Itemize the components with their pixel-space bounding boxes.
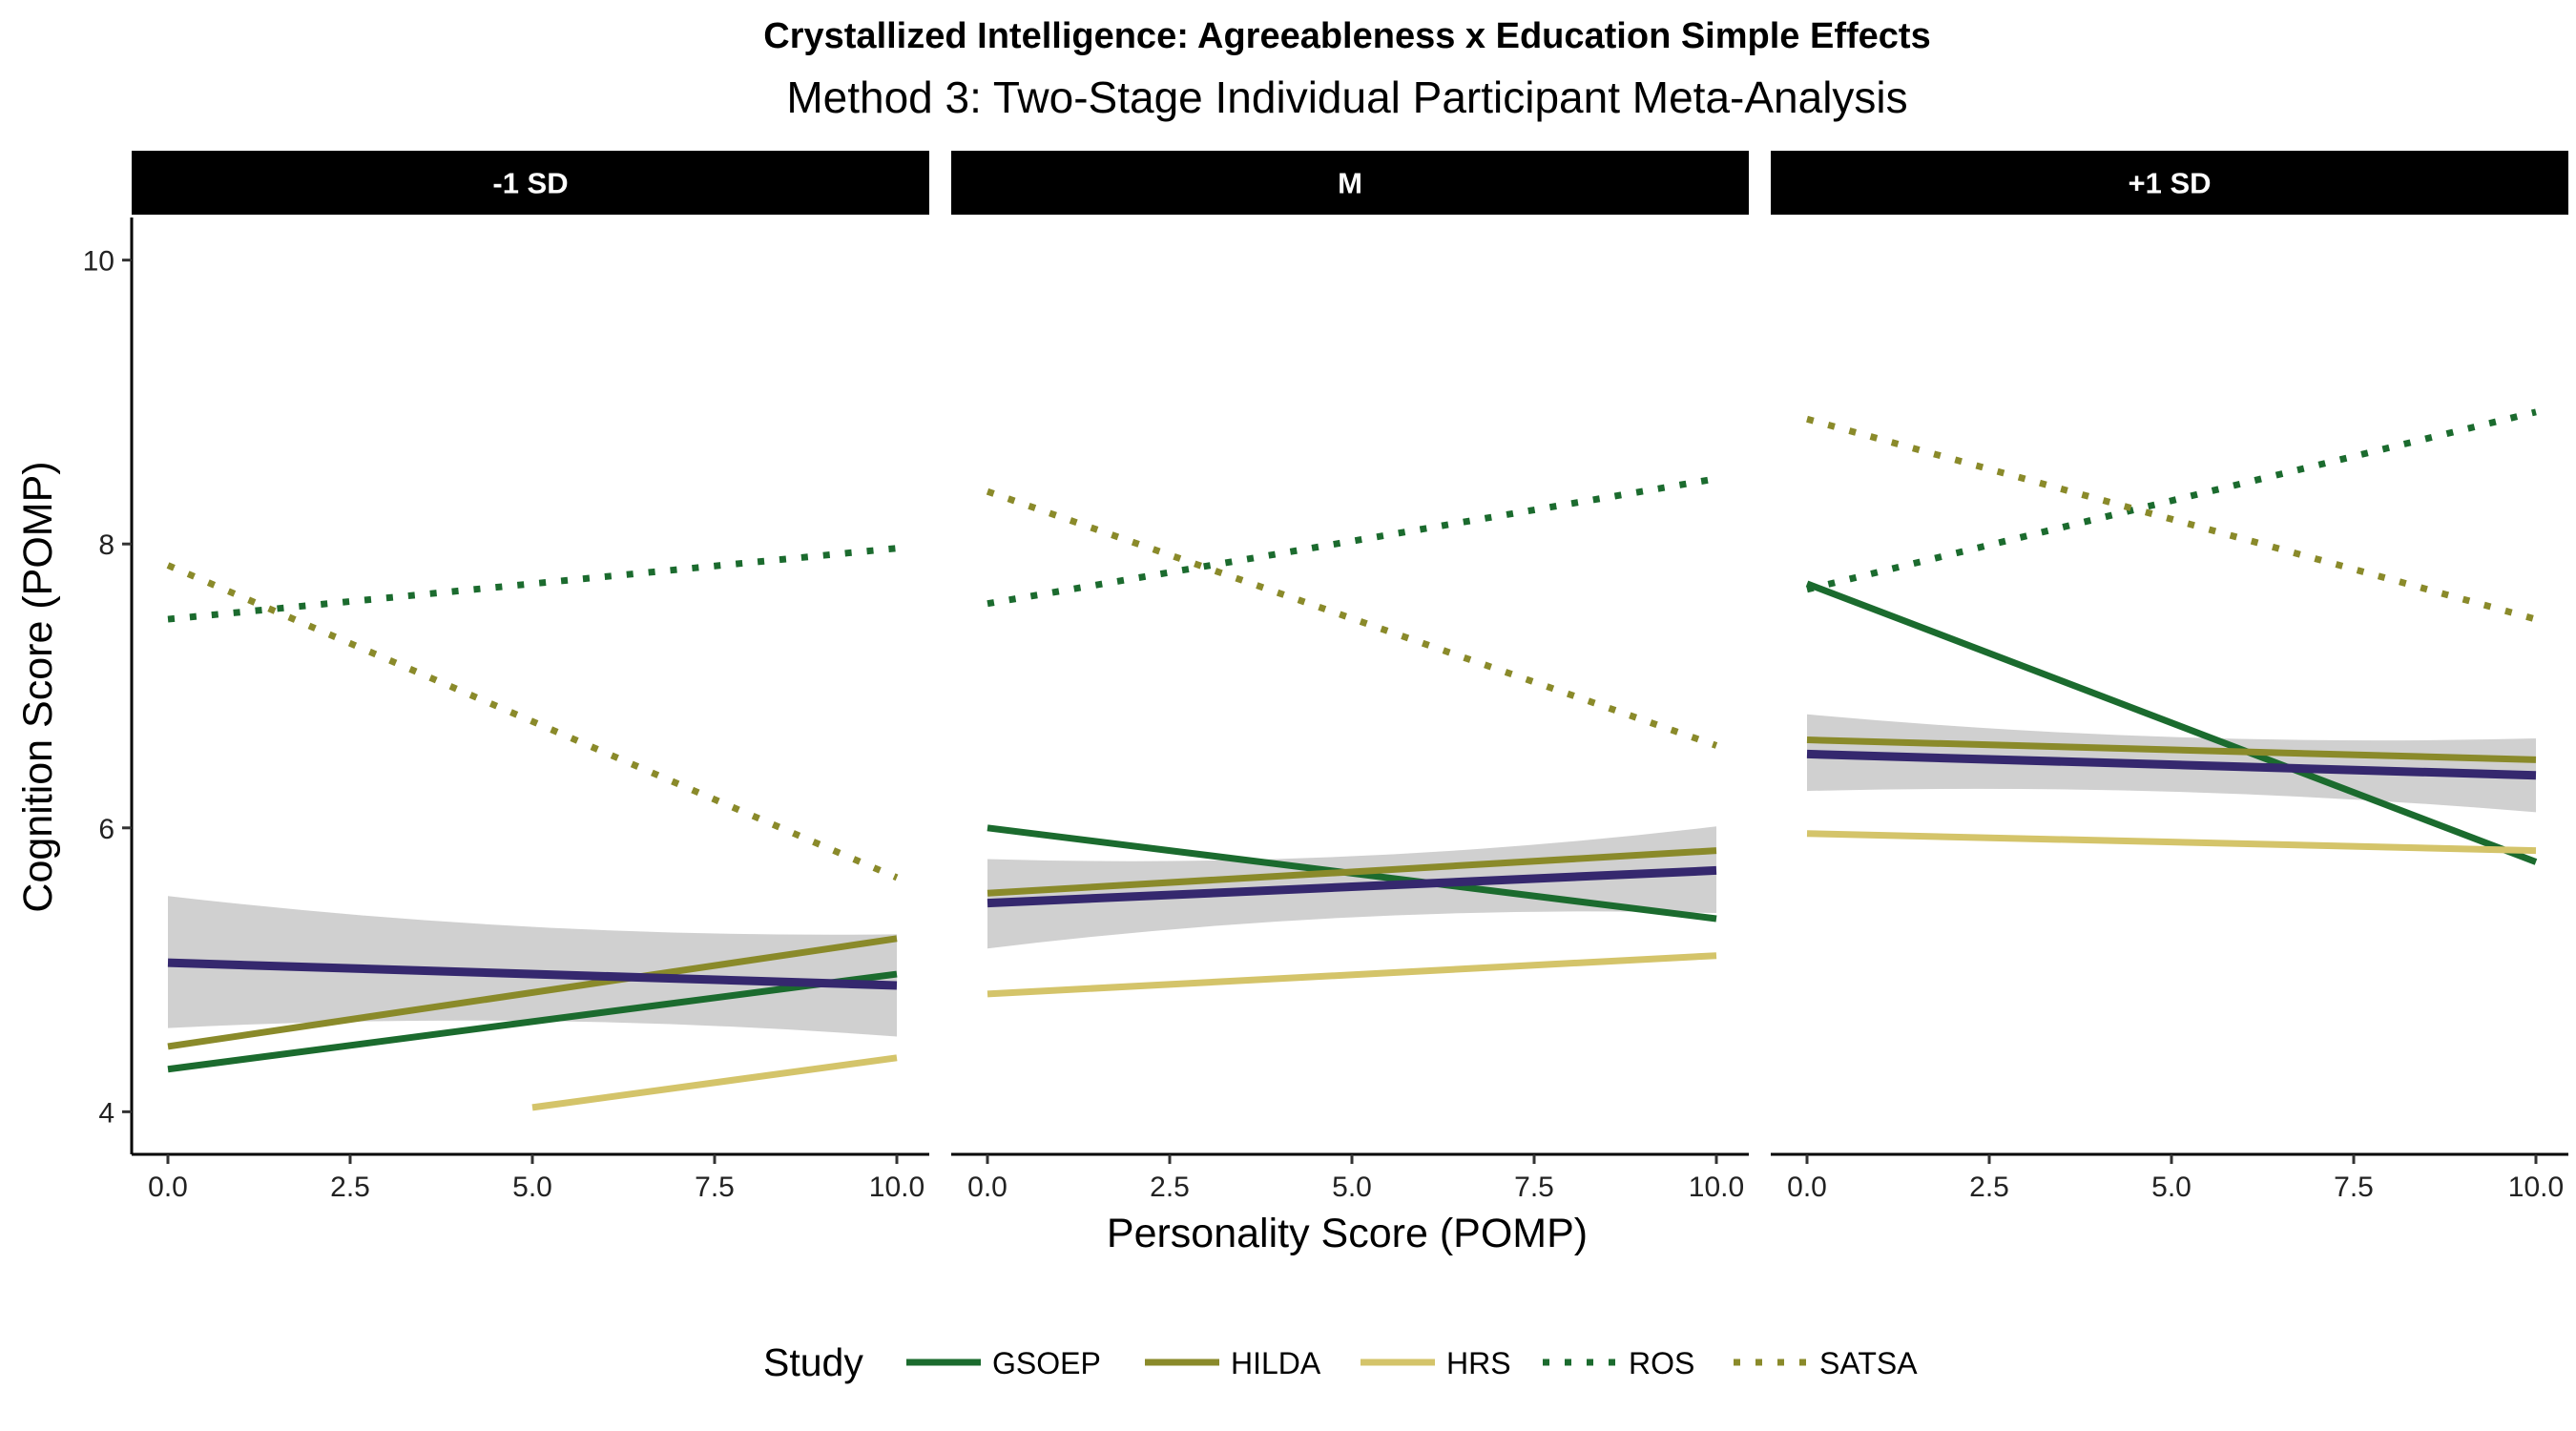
facet-strip [951,151,1749,215]
overall-confidence-ribbon [168,896,897,1037]
x-tick-label: 7.5 [1514,1172,1554,1203]
chart-title: Crystallized Intelligence: Agreeableness… [763,16,1930,56]
series-line-hilda [987,847,1717,897]
y-axis-title: Cognition Score (POMP) [15,461,61,912]
legend-title: Study [763,1340,863,1384]
facet-strip [1771,151,2568,215]
overall-line [1806,749,2537,780]
x-tick-label: 0.0 [148,1172,188,1203]
series-line-gsoep [1805,580,2538,865]
x-tick-label: 5.0 [2151,1172,2192,1203]
x-tick-label: 10.0 [2508,1172,2564,1203]
facet-strip-label: M [1338,167,1362,200]
x-tick-label: 2.5 [1969,1172,2009,1203]
series-line-satsa [166,562,899,881]
x-tick-label: 7.5 [695,1172,735,1203]
legend-label: HILDA [1231,1346,1321,1380]
series-line-ros [167,545,898,623]
legend-item-hrs: HRS [1361,1346,1511,1380]
x-tick-label: 10.0 [869,1172,924,1203]
panel-1: -1 SD 0.0 2.5 5.0 7.5 10.0 4 6 8 10 [83,151,929,1203]
y-tick-label: 6 [98,814,114,845]
x-tick-label: 2.5 [1150,1172,1190,1203]
y-tick-label: 10 [83,246,114,278]
x-axis-title: Personality Score (POMP) [1107,1211,1588,1256]
series-line-satsa [1806,415,2537,623]
y-tick-label: 8 [98,529,114,561]
y-tick-label: 4 [98,1097,114,1129]
legend: Study GSOEP HILDA HRS ROS SATSA [763,1340,1918,1384]
legend-item-ros: ROS [1543,1346,1694,1380]
series-line-hrs [1806,830,2537,855]
legend-item-hilda: HILDA [1145,1346,1321,1380]
facet-strip-label: +1 SD [2128,167,2211,200]
panel-2: M 0.0 2.5 5.0 7.5 10.0 [951,151,1749,1203]
legend-item-gsoep: GSOEP [906,1346,1101,1380]
x-tick-label: 0.0 [967,1172,1008,1203]
series-line-hrs [531,1054,898,1111]
legend-item-satsa: SATSA [1734,1346,1918,1380]
series-line-hrs [987,952,1717,998]
facet-panels: -1 SD 0.0 2.5 5.0 7.5 10.0 4 6 8 10 M 0.0 2.5 5.0 7.5 1… [83,151,2568,1203]
x-tick-label: 7.5 [2334,1172,2374,1203]
x-tick-label: 5.0 [512,1172,552,1203]
overall-line [167,958,898,990]
facet-strip-label: -1 SD [492,167,568,200]
series-line-gsoep [167,970,898,1073]
series-line-ros [987,475,1717,608]
overall-line [987,865,1717,908]
x-tick-label: 0.0 [1787,1172,1827,1203]
legend-label: ROS [1629,1346,1694,1380]
x-tick-label: 2.5 [330,1172,370,1203]
facet-strip [132,151,929,215]
series-line-satsa [986,487,1718,749]
x-tick-label: 10.0 [1689,1172,1744,1203]
legend-label: HRS [1446,1346,1511,1380]
x-tick-label: 5.0 [1332,1172,1372,1203]
series-line-ros [1806,408,2537,593]
legend-label: SATSA [1819,1346,1918,1380]
panel-3: +1 SD 0.0 2.5 5.0 7.5 10.0 [1771,151,2568,1203]
series-line-hilda [1806,736,2537,763]
series-line-hilda [167,935,898,1050]
chart-subtitle: Method 3: Two-Stage Individual Participa… [786,73,1907,122]
legend-label: GSOEP [992,1346,1101,1380]
